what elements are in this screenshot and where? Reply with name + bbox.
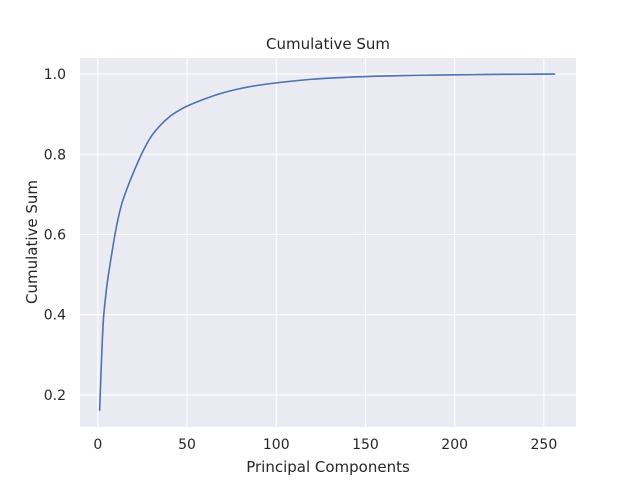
y-axis-label: Cumulative Sum [23,180,41,304]
chart-title: Cumulative Sum [266,35,390,53]
plot-area [80,58,576,427]
y-tick-label: 0.6 [44,227,66,243]
x-gridlines [97,58,545,427]
x-axis-label: Principal Components [246,458,410,476]
y-tick-labels: 0.2 0.4 0.6 0.8 1.0 [44,67,66,404]
x-tick-label: 150 [352,437,379,453]
x-tick-label: 200 [441,437,468,453]
x-tick-label: 100 [263,437,290,453]
x-tick-label: 50 [178,437,196,453]
y-tick-label: 0.8 [44,147,66,163]
x-tick-label: 0 [93,437,102,453]
y-tick-label: 0.2 [44,388,66,404]
y-tick-label: 0.4 [44,308,66,324]
x-tick-labels: 0 50 100 150 200 250 [93,437,557,453]
x-tick-label: 250 [531,437,558,453]
series-layer [98,73,556,411]
y-tick-label: 1.0 [44,67,66,83]
series-line [98,73,556,411]
